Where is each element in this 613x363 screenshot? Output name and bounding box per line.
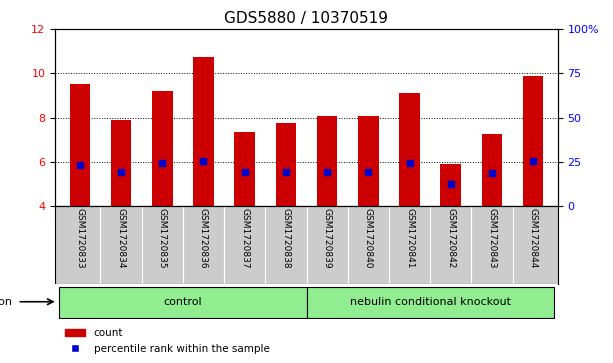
Text: control: control — [164, 297, 202, 307]
Bar — [193, 57, 214, 206]
Text: GSM1720835: GSM1720835 — [158, 208, 167, 269]
FancyBboxPatch shape — [59, 286, 306, 318]
Text: nebulin conditional knockout: nebulin conditional knockout — [349, 297, 511, 307]
Bar — [152, 91, 173, 206]
Text: GSM1720838: GSM1720838 — [281, 208, 291, 269]
Bar — [70, 84, 90, 206]
Bar — [440, 164, 461, 206]
Bar — [482, 134, 502, 206]
Text: GSM1720840: GSM1720840 — [364, 208, 373, 269]
Bar — [523, 76, 543, 206]
Text: GSM1720844: GSM1720844 — [528, 208, 538, 269]
Text: GSM1720836: GSM1720836 — [199, 208, 208, 269]
Bar — [358, 117, 379, 206]
Text: GSM1720839: GSM1720839 — [322, 208, 332, 269]
Text: GSM1720834: GSM1720834 — [116, 208, 126, 269]
Text: GSM1720833: GSM1720833 — [75, 208, 85, 269]
Bar — [399, 93, 420, 206]
Bar — [317, 117, 337, 206]
Text: genotype/variation: genotype/variation — [0, 297, 12, 307]
FancyBboxPatch shape — [306, 286, 554, 318]
Bar — [276, 123, 296, 206]
Text: GSM1720842: GSM1720842 — [446, 208, 455, 269]
Text: GSM1720841: GSM1720841 — [405, 208, 414, 269]
Title: GDS5880 / 10370519: GDS5880 / 10370519 — [224, 12, 389, 26]
Text: GSM1720843: GSM1720843 — [487, 208, 497, 269]
Bar — [111, 120, 131, 206]
Legend: count, percentile rank within the sample: count, percentile rank within the sample — [60, 324, 274, 358]
Text: GSM1720837: GSM1720837 — [240, 208, 249, 269]
Bar — [234, 132, 255, 206]
